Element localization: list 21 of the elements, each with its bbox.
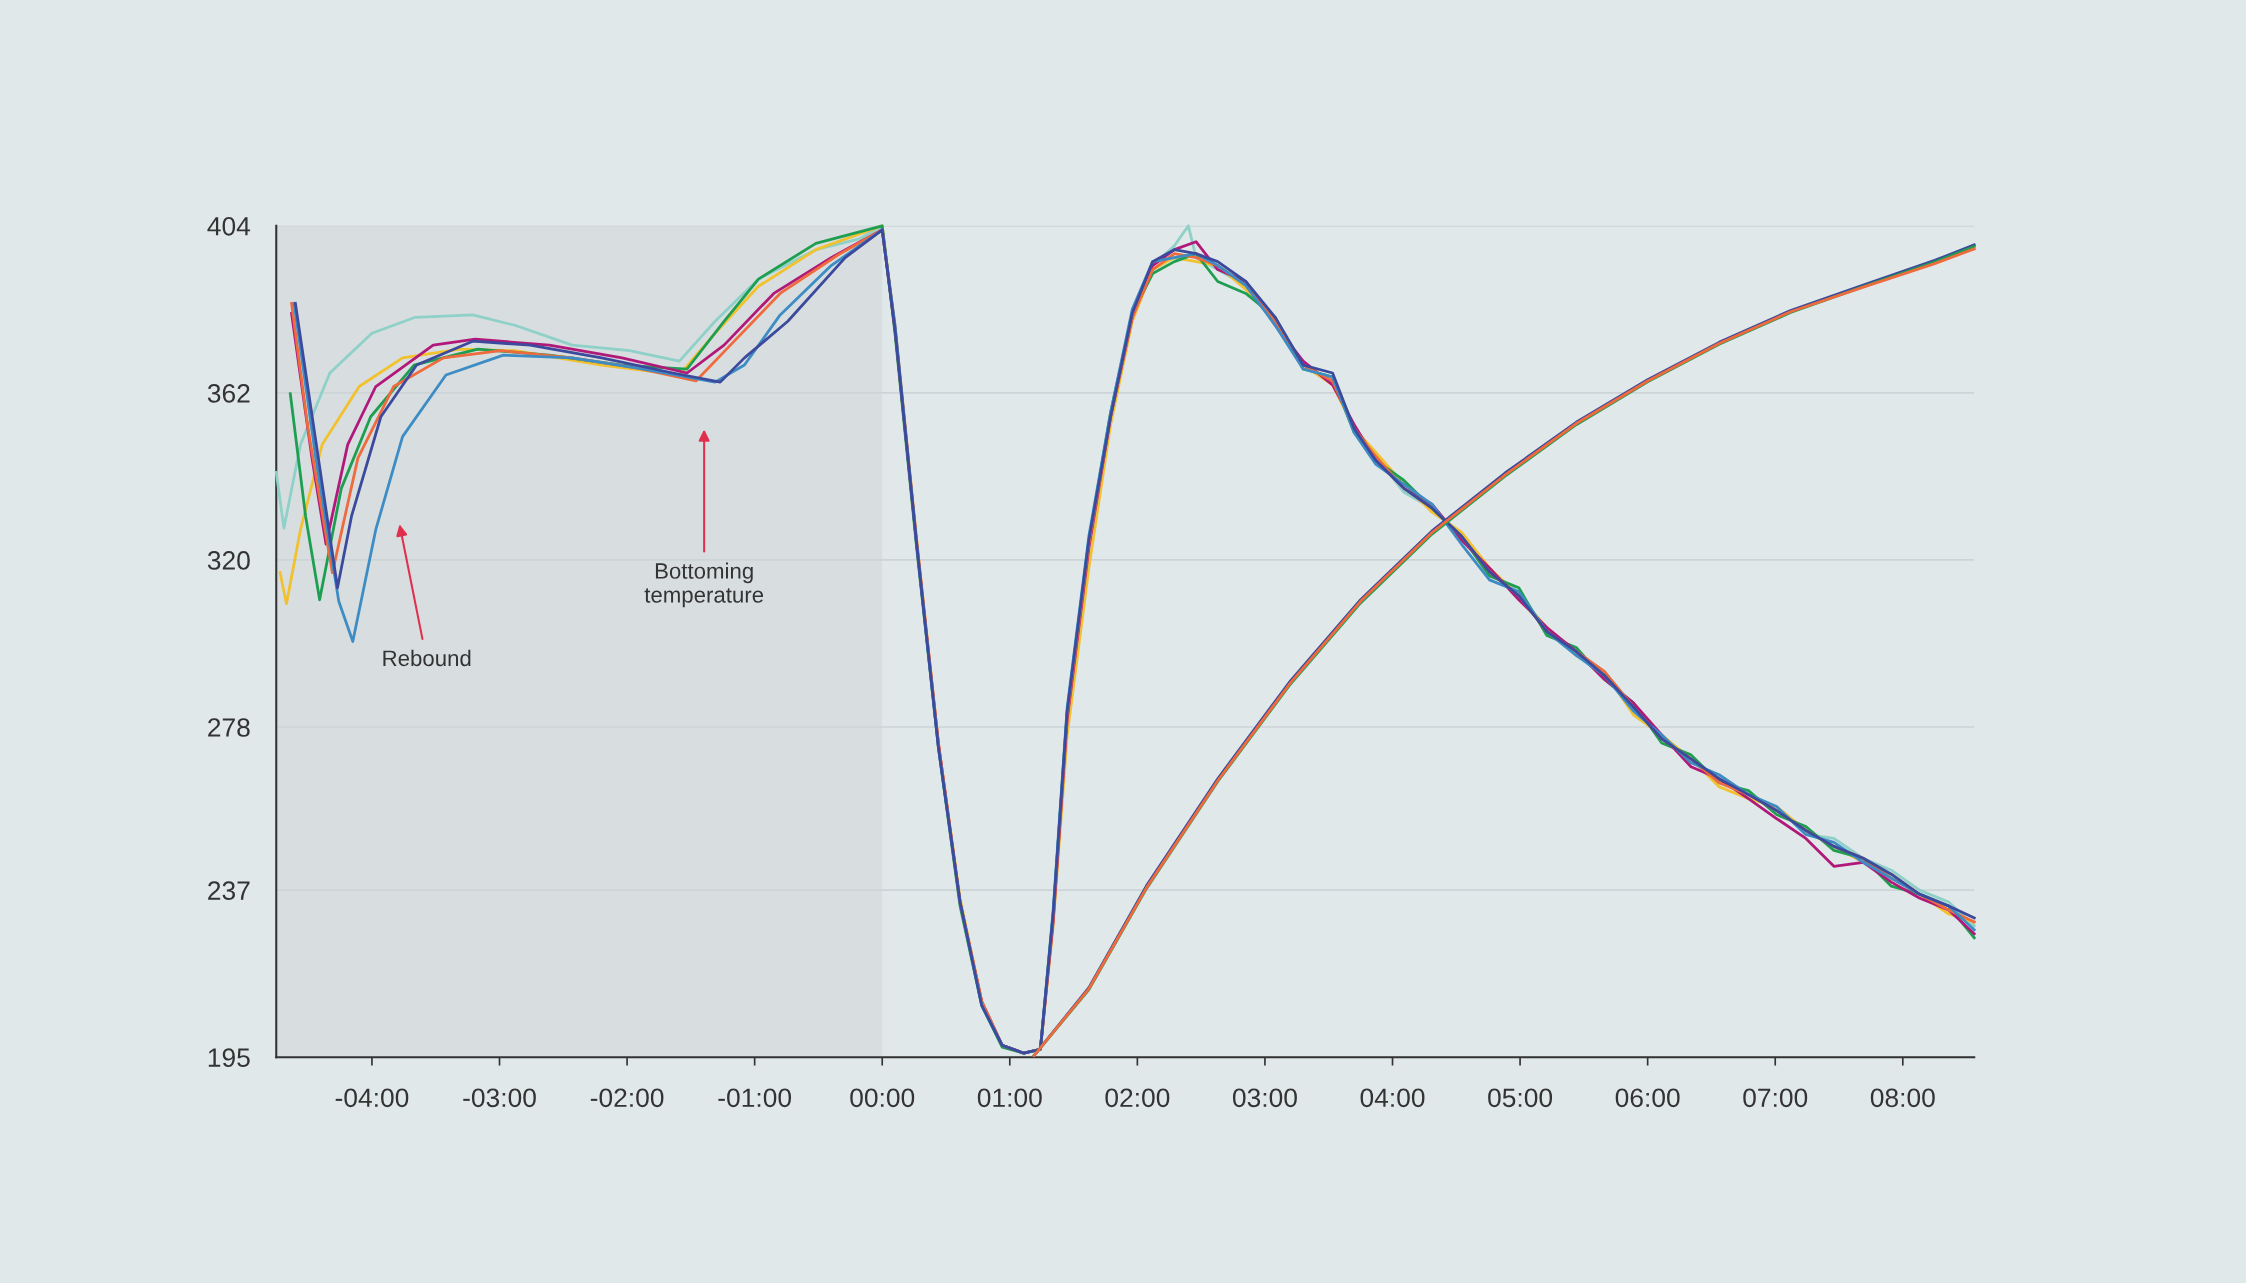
annotation: Bottoming temperature [644,562,764,608]
annotation: Rebound [383,649,471,667]
x-tick-label: -04:00 [335,1088,409,1108]
x-tick-label: -03:00 [463,1088,536,1108]
y-tick-label: 362 [207,384,250,403]
y-tick-label: 237 [208,881,250,900]
x-tick-label: 02:00 [1105,1088,1170,1108]
x-tick-label: 04:00 [1360,1088,1425,1108]
x-tick-label: -02:00 [590,1088,664,1108]
y-tick-label: 278 [208,718,250,737]
x-tick-label: 06:00 [1615,1088,1680,1108]
x-tick-label: -01:00 [718,1088,792,1108]
y-tick-label: 320 [207,551,250,570]
x-tick-label: 01:00 [977,1088,1042,1108]
y-tick-label: 195 [208,1048,250,1068]
x-tick-label: 03:00 [1232,1088,1297,1108]
y-tick-label: 404 [207,216,251,236]
x-tick-label: 07:00 [1743,1088,1808,1108]
x-tick-label: 00:00 [850,1088,915,1108]
x-tick-label: 08:00 [1870,1088,1935,1108]
x-tick-label: 05:00 [1488,1088,1553,1108]
